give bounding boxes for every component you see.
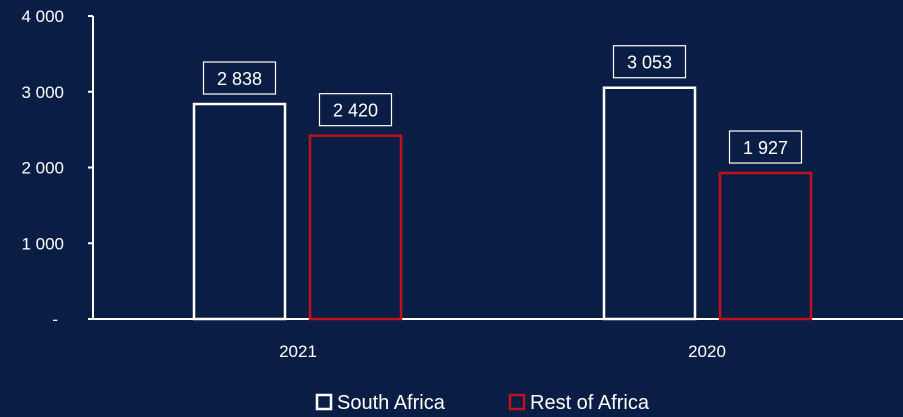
y-axis: - 1 000 2 000 3 000 4 000: [21, 7, 94, 329]
x-axis: 2021 2020: [93, 318, 903, 361]
data-label: 2 420: [333, 101, 378, 121]
y-tick-label: 1 000: [21, 234, 64, 253]
y-tick-label: 4 000: [21, 7, 64, 26]
data-label-box: [202, 61, 277, 95]
data-label: 1 927: [743, 138, 788, 158]
y-tick-label: 2 000: [21, 159, 64, 178]
legend-label: South Africa: [337, 392, 446, 414]
data-label-box: [728, 130, 803, 164]
legend-swatch-rest-of-africa: [508, 393, 526, 411]
data-labels-group: 2 838 2 420 3 053 1 927: [202, 45, 803, 164]
bar-south-africa-2020: [602, 86, 697, 321]
data-label-box: [612, 45, 687, 79]
bar-rest-of-africa-2021: [308, 134, 403, 321]
x-tick-label: 2020: [688, 342, 726, 361]
bar-south-africa-2021: [192, 102, 287, 321]
y-tick-label: 3 000: [21, 83, 64, 102]
data-label: 3 053: [627, 53, 672, 73]
x-tick-label: 2021: [279, 342, 317, 361]
legend-label: Rest of Africa: [530, 392, 650, 414]
legend: South Africa Rest of Africa: [315, 392, 650, 414]
legend-swatch-south-africa: [315, 393, 333, 411]
bar-rest-of-africa-2020: [718, 171, 813, 321]
bars-group: [192, 86, 813, 321]
y-tick-label: -: [52, 310, 58, 329]
data-label-box: [318, 93, 393, 127]
data-label: 2 838: [217, 69, 262, 89]
